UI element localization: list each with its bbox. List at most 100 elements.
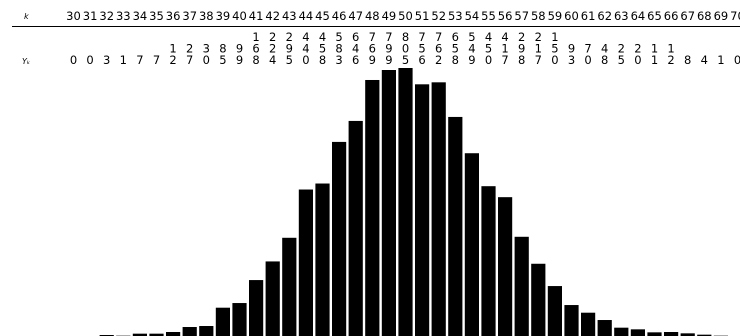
value-digit: 7 (136, 53, 143, 67)
k-label-30: 30 (66, 9, 81, 23)
value-label-41: 168 (252, 30, 259, 67)
value-digit: 2 (634, 41, 641, 55)
bar-52 (431, 82, 446, 336)
k-label-64: 64 (631, 9, 646, 23)
bar-64 (630, 329, 645, 336)
k-label-42: 42 (265, 9, 280, 23)
value-digit: 6 (435, 41, 442, 55)
k-label-45: 45 (315, 9, 330, 23)
value-digit: 5 (452, 41, 459, 55)
value-label-48: 769 (369, 30, 376, 67)
value-label-54: 549 (468, 30, 475, 67)
k-label-38: 38 (199, 9, 214, 23)
k-label-60: 60 (564, 9, 579, 23)
value-digit: 7 (418, 30, 425, 44)
value-digit: 8 (452, 53, 459, 67)
bar-47 (348, 120, 363, 336)
value-digit: 9 (236, 41, 243, 55)
value-digit: 0 (70, 53, 77, 67)
value-digit: 0 (634, 53, 641, 67)
value-digit: 8 (518, 53, 525, 67)
value-label-67: 8 (684, 53, 691, 67)
value-label-49: 799 (385, 30, 392, 67)
y-row-label: Yₖ (22, 57, 30, 66)
value-digit: 2 (169, 53, 176, 67)
bar-36 (166, 332, 181, 336)
value-digit: 1 (120, 53, 127, 67)
value-label-69: 1 (717, 53, 724, 67)
bar-67 (680, 333, 695, 336)
value-label-53: 658 (452, 30, 459, 67)
value-digit: 9 (568, 41, 575, 55)
value-digit: 4 (601, 41, 608, 55)
value-digit: 1 (535, 41, 542, 55)
bar-39 (215, 307, 230, 336)
bars (99, 68, 728, 336)
value-digit: 6 (369, 41, 376, 55)
bar-51 (415, 84, 430, 336)
value-digit: 1 (501, 41, 508, 55)
k-label-67: 67 (680, 9, 695, 23)
value-label-31: 0 (86, 53, 93, 67)
bar-42 (265, 261, 280, 336)
value-digit: 5 (618, 53, 625, 67)
value-label-37: 27 (186, 41, 193, 67)
k-label-46: 46 (332, 9, 347, 23)
k-label-35: 35 (149, 9, 164, 23)
bar-44 (298, 189, 313, 336)
value-digit: 7 (369, 30, 376, 44)
value-digit: 7 (584, 41, 591, 55)
value-label-46: 583 (335, 30, 342, 67)
value-digit: 8 (319, 53, 326, 67)
value-label-56: 417 (501, 30, 508, 67)
value-digit: 9 (385, 41, 392, 55)
value-label-32: 3 (103, 53, 110, 67)
value-label-34: 7 (136, 53, 143, 67)
value-digit: 4 (302, 30, 309, 44)
value-digit: 2 (667, 53, 674, 67)
value-digit: 7 (535, 53, 542, 67)
value-digit: 5 (335, 30, 342, 44)
value-label-33: 1 (120, 53, 127, 67)
value-digit: 2 (286, 30, 293, 44)
value-digit: 7 (385, 30, 392, 44)
value-digit: 9 (385, 53, 392, 67)
value-digit: 2 (518, 30, 525, 44)
value-digit: 7 (153, 53, 160, 67)
bar-55 (481, 186, 496, 336)
value-digit: 2 (269, 41, 276, 55)
value-label-39: 85 (219, 41, 226, 67)
value-digit: 3 (568, 53, 575, 67)
bar-53 (448, 116, 463, 336)
bar-59 (547, 286, 562, 336)
bar-45 (315, 183, 330, 336)
value-digit: 0 (584, 53, 591, 67)
bar-65 (647, 332, 662, 336)
k-label-57: 57 (514, 9, 529, 23)
value-digit: 8 (252, 53, 259, 67)
k-label-34: 34 (133, 9, 148, 23)
k-label-58: 58 (531, 9, 546, 23)
value-digits: 0 0 3 1 7 71227308599168224295440458583646769… (70, 30, 740, 67)
value-label-38: 30 (203, 41, 210, 67)
value-label-35: 7 (153, 53, 160, 67)
k-label-43: 43 (282, 9, 297, 23)
value-digit: 9 (468, 53, 475, 67)
bar-56 (498, 197, 513, 336)
bar-40 (232, 303, 247, 336)
value-digit: 6 (352, 53, 359, 67)
value-label-59: 150 (551, 30, 558, 67)
k-label-61: 61 (581, 9, 596, 23)
k-label-31: 31 (83, 9, 98, 23)
value-digit: 6 (252, 41, 259, 55)
value-label-51: 756 (418, 30, 425, 67)
bar-50 (398, 68, 413, 336)
value-digit: 6 (352, 30, 359, 44)
value-label-63: 25 (618, 41, 625, 67)
k-label-51: 51 (415, 9, 430, 23)
value-digit: 1 (551, 30, 558, 44)
bar-54 (464, 153, 479, 336)
value-digit: 5 (219, 53, 226, 67)
value-digit: 4 (269, 53, 276, 67)
k-label-66: 66 (664, 9, 679, 23)
